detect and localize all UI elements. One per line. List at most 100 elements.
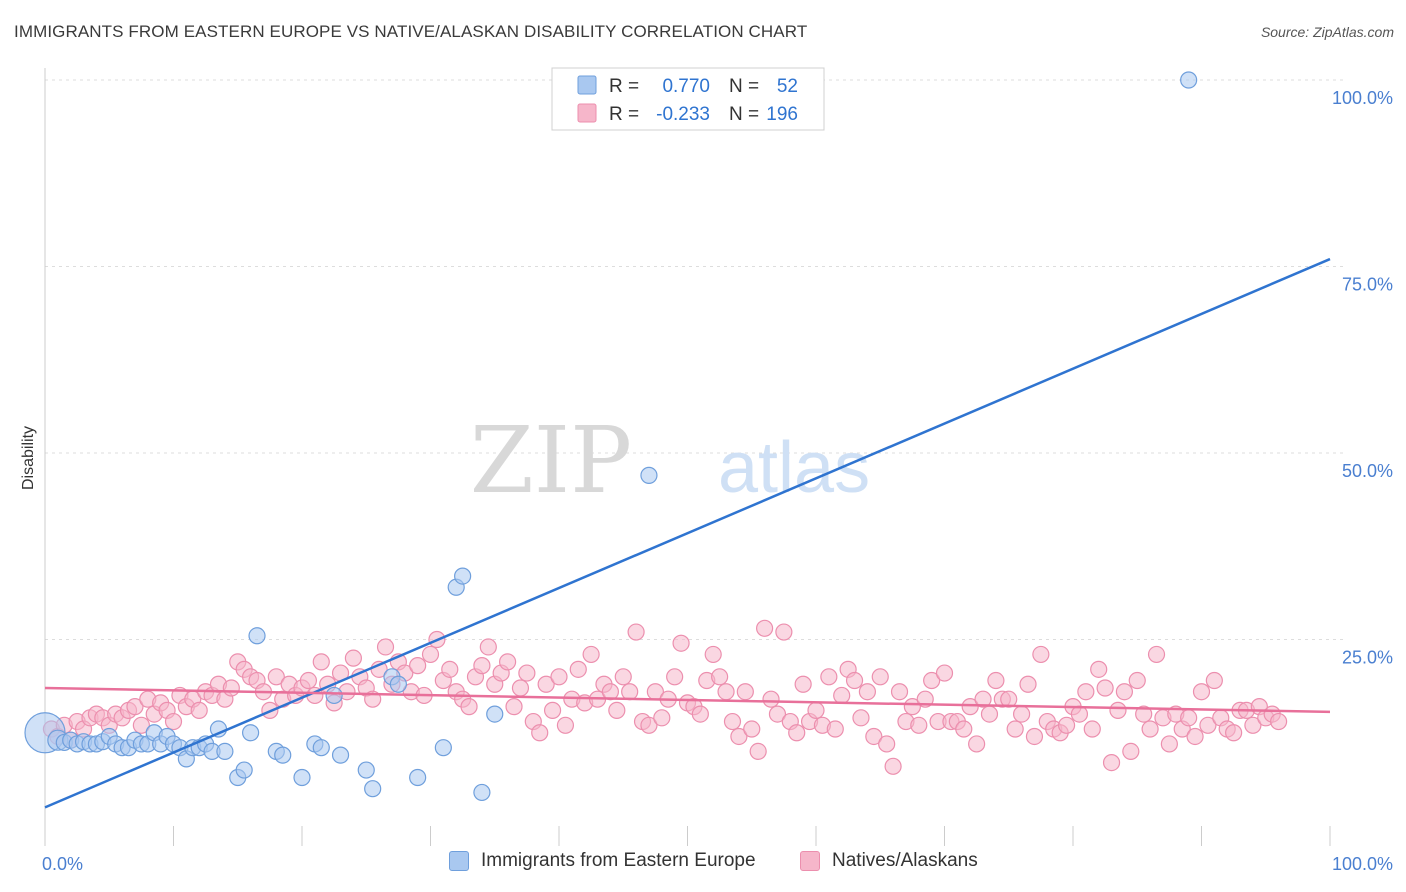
legend-box: R = 0.770 N = 52 R = -0.233 N = 196: [551, 67, 825, 131]
point-natives: [556, 716, 575, 734]
legend-n-label: N =: [729, 104, 759, 125]
point-natives: [621, 683, 639, 701]
point-natives: [1225, 724, 1243, 742]
point-immigrants: [389, 675, 407, 693]
y-tick-label: 50.0%: [1342, 461, 1393, 481]
points-layer: [24, 71, 1288, 802]
point-natives: [1192, 683, 1211, 701]
point-natives: [717, 683, 735, 701]
point-immigrants: [325, 686, 343, 705]
point-natives: [910, 716, 928, 734]
point-natives: [312, 653, 330, 671]
x-tick-label: 0.0%: [42, 854, 83, 874]
point-natives: [820, 668, 838, 686]
point-natives: [1128, 671, 1146, 690]
point-natives: [903, 698, 921, 716]
axis-layer: 25.0% 50.0% 75.0% 100.0% 0.0% 100.0%: [42, 68, 1393, 874]
y-axis-label: Disability: [20, 426, 37, 490]
point-natives: [1090, 660, 1108, 678]
point-natives: [974, 690, 992, 708]
point-natives: [518, 664, 536, 682]
point-natives: [627, 623, 645, 641]
point-natives: [441, 660, 459, 678]
chart-title: IMMIGRANTS FROM EASTERN EUROPE VS NATIVE…: [14, 22, 808, 41]
y-tick-label: 75.0%: [1342, 275, 1393, 295]
point-natives: [1141, 720, 1159, 738]
point-natives: [164, 712, 183, 731]
point-immigrants: [454, 567, 472, 585]
y-tick-label: 100.0%: [1332, 88, 1393, 108]
point-natives: [473, 657, 491, 675]
point-immigrants: [364, 780, 382, 798]
point-natives: [1186, 727, 1204, 746]
point-natives: [955, 720, 973, 738]
legend-n-value: 196: [766, 104, 798, 125]
point-immigrants: [216, 742, 234, 761]
point-natives: [479, 638, 497, 656]
point-natives: [768, 705, 787, 723]
point-natives: [1083, 720, 1101, 738]
point-natives: [460, 698, 478, 716]
point-immigrants: [357, 761, 375, 779]
point-natives: [569, 660, 587, 678]
point-natives: [222, 679, 240, 697]
point-natives: [1115, 683, 1134, 701]
point-natives: [1180, 709, 1198, 727]
legend-r-label: R =: [609, 76, 639, 97]
point-natives: [1135, 705, 1153, 723]
point-natives: [1199, 716, 1217, 734]
point-natives: [511, 679, 530, 697]
legend-n-value: 52: [777, 76, 798, 97]
point-natives: [1205, 671, 1223, 690]
point-natives: [666, 668, 684, 686]
point-natives: [640, 716, 658, 734]
trend-line-immigrants: [44, 257, 1331, 809]
point-natives: [826, 720, 844, 738]
point-natives: [582, 645, 600, 664]
point-natives: [923, 671, 941, 690]
point-natives: [132, 716, 150, 734]
point-immigrants: [248, 627, 266, 645]
point-natives: [1096, 679, 1114, 697]
point-natives: [1160, 735, 1178, 753]
point-natives: [1102, 753, 1121, 772]
point-natives: [126, 698, 144, 716]
point-natives: [987, 671, 1005, 690]
legend-swatch-blue: [577, 75, 597, 95]
point-natives: [1025, 727, 1044, 746]
point-natives: [1000, 690, 1018, 708]
point-natives: [980, 705, 999, 723]
point-natives: [890, 683, 909, 701]
point-immigrants: [486, 705, 504, 723]
point-natives: [409, 657, 427, 675]
point-natives: [1032, 645, 1050, 664]
point-natives: [421, 645, 440, 664]
point-natives: [1147, 645, 1166, 664]
source-label: Source: ZipAtlas.com: [1260, 24, 1394, 40]
point-natives: [672, 634, 690, 652]
point-immigrants: [409, 768, 427, 787]
point-natives: [807, 701, 825, 719]
bottom-legend-item-natives: Natives/Alaskans: [800, 850, 978, 872]
point-natives: [775, 623, 793, 641]
trend-layer: [44, 257, 1331, 809]
point-natives: [1019, 675, 1037, 693]
point-immigrants: [1180, 71, 1198, 89]
point-natives: [691, 705, 709, 723]
point-natives: [833, 686, 851, 705]
legend-n-label: N =: [729, 76, 759, 97]
point-immigrants: [242, 724, 260, 742]
point-natives: [723, 712, 742, 731]
point-immigrants: [640, 466, 658, 484]
point-immigrants: [293, 768, 311, 787]
point-natives: [788, 724, 806, 742]
point-natives: [858, 683, 877, 701]
point-natives: [505, 698, 523, 716]
point-natives: [1109, 701, 1127, 719]
point-immigrants: [434, 739, 452, 757]
legend-swatch-pink: [577, 103, 597, 123]
point-natives: [961, 698, 979, 716]
point-natives: [865, 727, 883, 746]
bottom-legend-label: Immigrants from Eastern Europe: [481, 850, 756, 871]
